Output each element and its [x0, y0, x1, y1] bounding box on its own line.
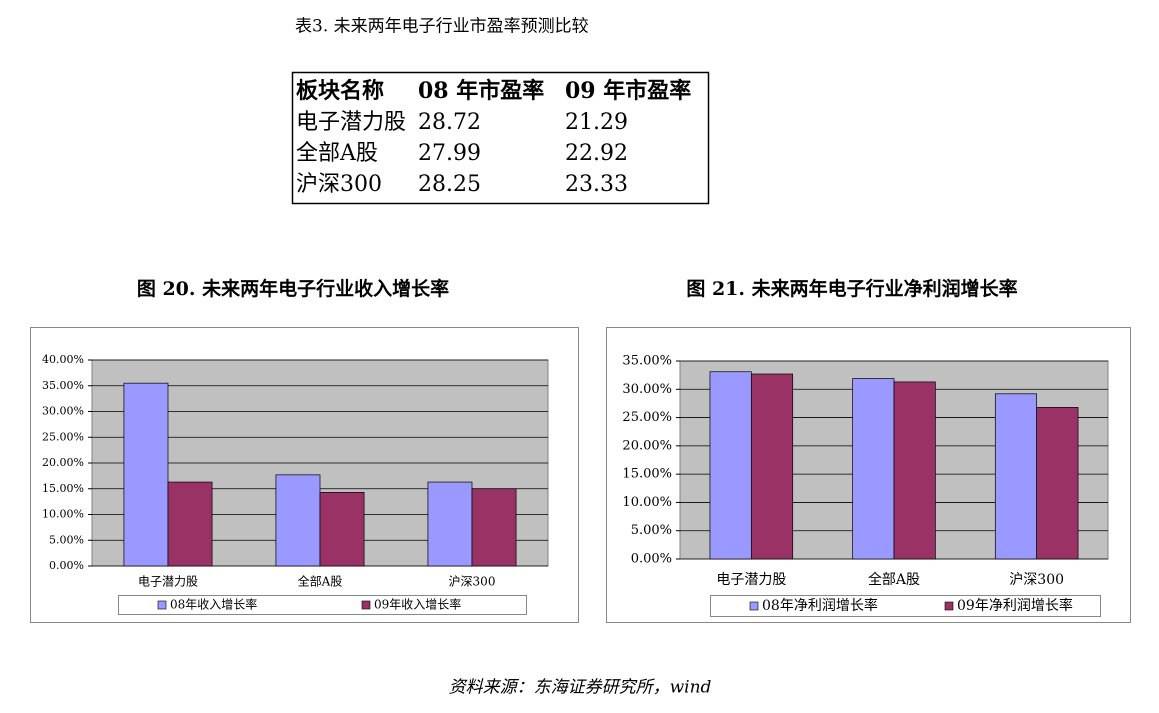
- legend-label: 08年收入增长率: [170, 597, 257, 612]
- y-tick-label: 0.00%: [49, 559, 84, 572]
- y-tick-label: 5.00%: [49, 533, 84, 546]
- y-tick-label: 25.00%: [622, 410, 672, 425]
- chart-title: 图 20. 未来两年电子行业收入增长率: [137, 277, 449, 300]
- bar: [1036, 407, 1079, 560]
- table-cell: 电子潜力股: [296, 110, 406, 135]
- table-border: [291, 71, 710, 205]
- table-cell: 21.29: [565, 110, 628, 135]
- x-tick-label: 全部A股: [298, 574, 343, 589]
- y-tick-label: 10.00%: [42, 508, 84, 521]
- x-tick-label: 全部A股: [868, 571, 920, 588]
- legend-label: 09年净利润增长率: [957, 597, 1073, 614]
- y-tick-label: 20.00%: [42, 456, 84, 469]
- legend-label: 08年净利润增长率: [762, 597, 878, 614]
- x-tick-label: 电子潜力股: [716, 572, 786, 588]
- table-cell: 27.99: [418, 141, 481, 166]
- table-cell: 22.92: [565, 141, 628, 166]
- legend-swatch: [749, 601, 759, 611]
- bar: [994, 393, 1038, 560]
- y-tick-label: 0.00%: [631, 552, 672, 567]
- bar: [471, 488, 517, 567]
- x-tick-label: 电子潜力股: [138, 575, 198, 589]
- legend-swatch: [944, 601, 954, 611]
- y-tick-label: 30.00%: [42, 405, 84, 418]
- table-cell: 沪深300: [296, 172, 382, 197]
- table-cell: 28.25: [418, 172, 481, 197]
- chart-title: 图 21. 未来两年电子行业净利润增长率: [686, 277, 1017, 300]
- bar: [750, 373, 794, 560]
- bar: [275, 474, 321, 567]
- table-header-cell: 08 年市盈率: [418, 78, 544, 104]
- legend-label: 09年收入增长率: [374, 597, 461, 612]
- legend-swatch: [361, 600, 371, 610]
- table-title: 表3. 未来两年电子行业市盈率预测比较: [295, 17, 589, 37]
- bar: [709, 371, 752, 560]
- y-tick-label: 15.00%: [42, 482, 84, 495]
- bar: [319, 492, 365, 567]
- legend-box: [118, 595, 527, 615]
- x-tick-label: 沪深300: [1009, 572, 1064, 588]
- table-header-cell: 板块名称: [296, 78, 384, 104]
- y-tick-label: 30.00%: [622, 382, 672, 397]
- legend-box: [710, 595, 1101, 617]
- y-tick-label: 10.00%: [622, 495, 672, 510]
- bar: [167, 481, 213, 567]
- legend-swatch: [157, 600, 167, 610]
- table-cell: 23.33: [565, 172, 628, 197]
- table-cell: 28.72: [418, 110, 481, 135]
- y-tick-label: 20.00%: [622, 438, 672, 453]
- table-cell: 全部A股: [296, 141, 378, 166]
- y-tick-label: 25.00%: [42, 430, 84, 443]
- y-tick-label: 35.00%: [622, 354, 672, 369]
- y-tick-label: 40.00%: [42, 353, 84, 366]
- table-header-cell: 09 年市盈率: [565, 78, 691, 104]
- bar: [893, 381, 936, 560]
- bar: [123, 382, 169, 567]
- x-tick-label: 沪深300: [449, 575, 496, 589]
- source: 资料来源：东海证券研究所，wind: [449, 678, 712, 698]
- y-tick-label: 35.00%: [42, 379, 84, 392]
- y-tick-label: 5.00%: [631, 523, 672, 538]
- bar: [427, 481, 473, 567]
- bar: [852, 378, 895, 560]
- y-tick-label: 15.00%: [622, 467, 672, 482]
